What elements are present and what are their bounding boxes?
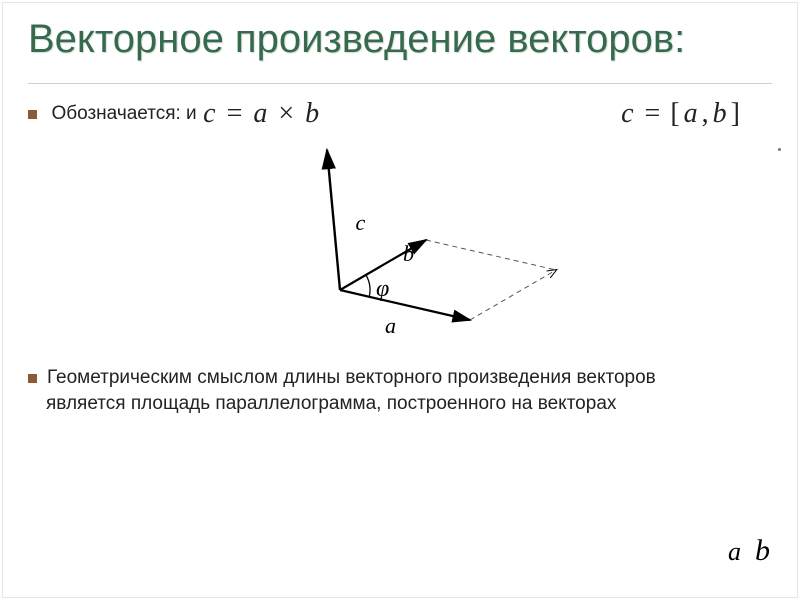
bullet2-row: Геометрическим смыслом длины векторного …: [28, 365, 686, 417]
formula2-c: c: [621, 98, 633, 129]
slide: Векторное произведение векторов: Обознач…: [0, 0, 800, 600]
formula-b: b: [305, 98, 319, 129]
bullet1-row: Обозначается: и c = a × b c =[a,b]: [28, 98, 772, 130]
angle-arc: [366, 275, 370, 297]
label-b: b: [403, 241, 414, 266]
label-c: c: [356, 210, 366, 235]
corner-dot: [778, 148, 781, 151]
formula-eq: =: [227, 98, 243, 129]
trailing-b: b: [755, 534, 770, 567]
bullet1-prefix: Обозначается: и: [51, 103, 196, 124]
formula2-b: b: [713, 98, 727, 129]
page-title: Векторное произведение векторов:: [28, 18, 772, 61]
diagram-wrap: c b a φ: [28, 140, 772, 355]
cross-product-diagram: c b a φ: [210, 140, 590, 350]
title-divider: [28, 83, 772, 84]
bullet-icon: [28, 374, 37, 383]
bullet2-text: Геометрическим смыслом длины векторного …: [46, 367, 656, 414]
trailing-a: a: [728, 537, 741, 566]
vector-c: [327, 150, 340, 290]
parallelogram-dash-1: [426, 240, 556, 270]
formula-cross: c = a × b: [203, 98, 319, 129]
bullet-icon: [28, 110, 37, 119]
formula2-eq: =: [645, 98, 661, 129]
formula2-a: a: [684, 98, 698, 129]
formula2-br: ]: [731, 98, 740, 129]
label-a: a: [385, 313, 396, 338]
formula2-bl: [: [670, 98, 679, 129]
formula-a: a: [253, 98, 267, 129]
formula-times: ×: [278, 98, 294, 129]
formula2-comma: ,: [702, 98, 709, 129]
label-phi: φ: [376, 276, 389, 302]
vector-a: [340, 290, 470, 320]
formula-c: c: [203, 98, 215, 129]
trailing-ab: ab: [728, 534, 770, 568]
body: Обозначается: и c = a × b c =[a,b]: [28, 98, 772, 417]
formula-bracket: c = [a,b]: [621, 98, 744, 130]
parallelogram-dash-2: [470, 270, 556, 320]
